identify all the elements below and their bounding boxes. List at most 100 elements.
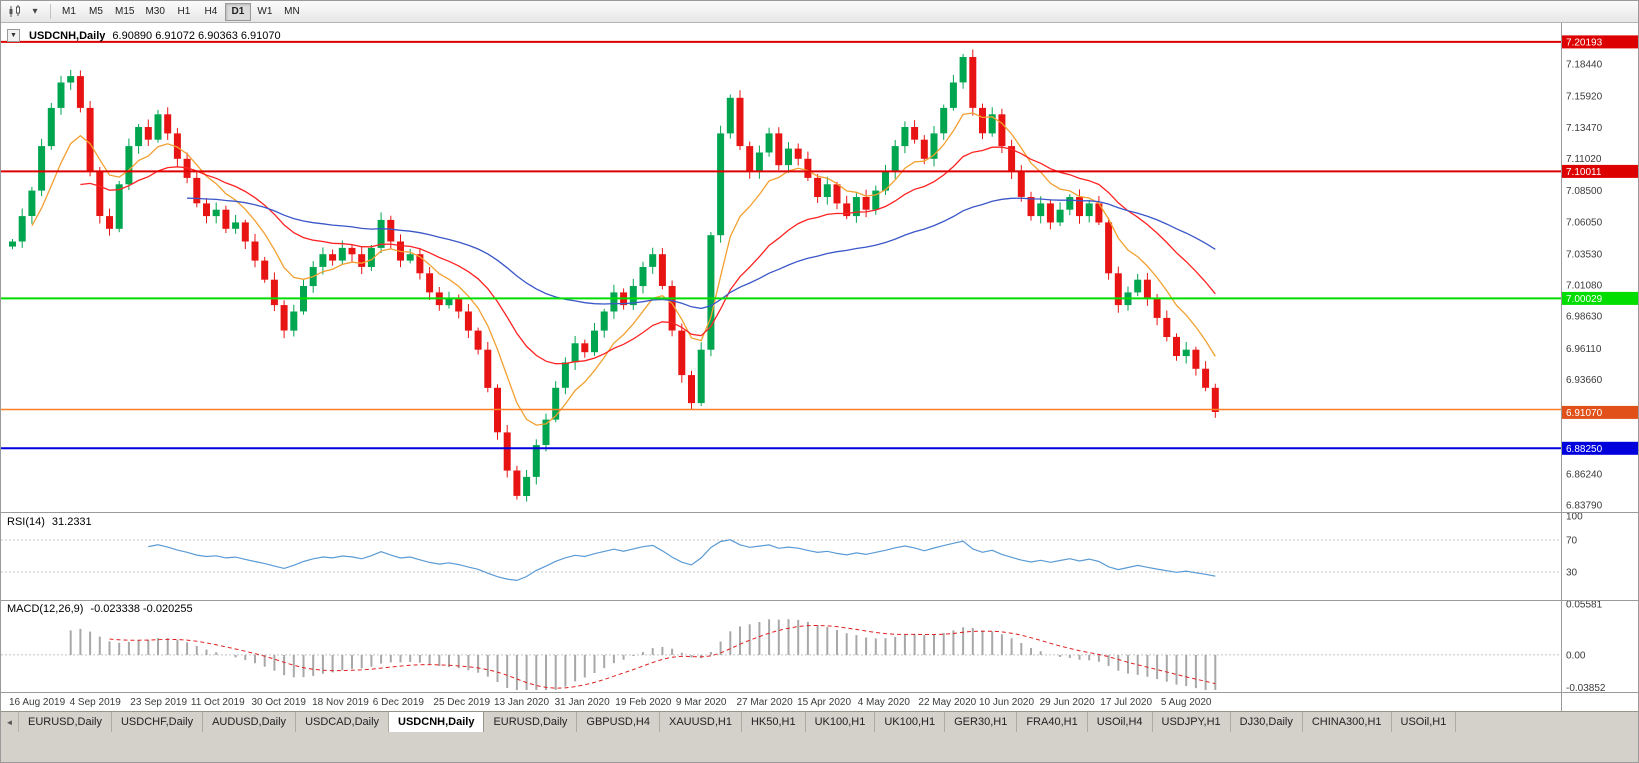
tab-eurusd-daily[interactable]: EURUSD,Daily [19,712,112,732]
svg-text:29 Jun 2020: 29 Jun 2020 [1040,697,1095,708]
svg-text:7.06050: 7.06050 [1566,217,1603,228]
svg-text:17 Jul 2020: 17 Jul 2020 [1100,697,1152,708]
tab-scroll-left-button[interactable]: ◄ [1,712,19,732]
svg-text:7.15920: 7.15920 [1566,92,1603,103]
svg-text:9 Mar 2020: 9 Mar 2020 [676,697,727,708]
svg-text:16 Aug 2019: 16 Aug 2019 [9,697,66,708]
chart-tabbar: ◄ EURUSD,Daily USDCHF,Daily AUDUSD,Daily US… [1,711,1638,732]
timeframe-h1-button[interactable]: H1 [171,3,197,21]
svg-text:11 Oct 2019: 11 Oct 2019 [191,697,245,708]
svg-text:13 Jan 2020: 13 Jan 2020 [494,697,549,708]
svg-text:6.93660: 6.93660 [1566,375,1603,386]
timeframe-m1-button[interactable]: M1 [56,3,82,21]
rsi-pane[interactable] [1,539,1561,582]
moving-average-8-line [31,112,1216,426]
candles-layer [9,49,1219,502]
svg-text:6.98630: 6.98630 [1566,312,1603,323]
toolbar: ▾ M1 M5 M15 M30 H1 H4 D1 W1 MN [1,1,1638,23]
svg-text:100: 100 [1566,512,1583,523]
main-chart-pane[interactable] [1,40,1561,502]
tab-uk100-h1[interactable]: UK100,H1 [875,712,946,732]
tab-audusd-daily[interactable]: AUDUSD,Daily [203,712,297,732]
svg-text:-0.03852: -0.03852 [1566,683,1606,694]
svg-text:23 Sep 2019: 23 Sep 2019 [130,697,187,708]
svg-text:6 Dec 2019: 6 Dec 2019 [373,697,425,708]
svg-text:30 Oct 2019: 30 Oct 2019 [252,697,307,708]
timeframe-d1-button[interactable]: D1 [224,2,251,21]
collapse-chart-icon[interactable]: ▼ [7,29,20,42]
svg-text:7.10011: 7.10011 [1566,167,1602,178]
macd-pane[interactable] [1,619,1561,690]
tab-eurusd-daily[interactable]: EURUSD,Daily [484,712,578,732]
price-badge-7.20193: 7.20193 [1562,35,1638,49]
price-badge-7.00029: 7.00029 [1562,291,1638,305]
svg-text:7.20193: 7.20193 [1566,37,1603,48]
timeframe-buttons: M1 M5 M15 M30 H1 H4 D1 W1 MN [56,2,305,21]
timeframe-m30-button[interactable]: M30 [140,3,169,21]
svg-text:4 Sep 2019: 4 Sep 2019 [70,697,122,708]
svg-text:18 Nov 2019: 18 Nov 2019 [312,697,369,708]
tab-usdcnh-daily[interactable]: USDCNH,Daily [389,712,485,732]
svg-text:7.13470: 7.13470 [1566,123,1603,134]
svg-text:25 Dec 2019: 25 Dec 2019 [433,697,490,708]
tab-usdjpy-h1[interactable]: USDJPY,H1 [1153,712,1231,732]
svg-text:6.91070: 6.91070 [1566,408,1603,419]
moving-average-55-line [187,197,1216,310]
tab-usoil-h4[interactable]: USOil,H4 [1088,712,1153,732]
candlestick-glyph [9,5,20,17]
tab-china300-h1[interactable]: CHINA300,H1 [1303,712,1392,732]
charts-menu-icon[interactable] [5,3,25,21]
tab-dj30-daily[interactable]: DJ30,Daily [1231,712,1303,732]
tab-usdcad-daily[interactable]: USDCAD,Daily [296,712,390,732]
svg-text:22 May 2020: 22 May 2020 [918,697,976,708]
macd-histogram [69,619,1217,690]
svg-text:6.83790: 6.83790 [1566,501,1603,512]
price-axis[interactable]: 7.20193 7.10011 7.00029 6.88250 6.91070 7.184… [1562,35,1639,694]
svg-text:30: 30 [1566,568,1578,579]
chart-area: 7.20193 7.10011 7.00029 6.88250 6.91070 7.184… [1,23,1639,711]
svg-text:19 Feb 2020: 19 Feb 2020 [615,697,672,708]
tab-gbpusd-h4[interactable]: GBPUSD,H4 [577,712,660,732]
timeframe-mn-button[interactable]: MN [279,3,305,21]
svg-text:7.03530: 7.03530 [1566,249,1603,260]
price-badge-6.91070: 6.91070 [1562,405,1638,419]
svg-text:10 Jun 2020: 10 Jun 2020 [979,697,1034,708]
status-bar [1,732,1638,762]
timeframe-m5-button[interactable]: M5 [83,3,109,21]
svg-text:70: 70 [1566,536,1578,547]
moving-average-21-line [80,146,1216,365]
tab-uk100-h1[interactable]: UK100,H1 [806,712,876,732]
svg-text:27 Mar 2020: 27 Mar 2020 [737,697,794,708]
svg-text:0.00: 0.00 [1566,650,1586,661]
tab-hk50-h1[interactable]: HK50,H1 [742,712,806,732]
price-badge-7.10011: 7.10011 [1562,164,1638,178]
svg-text:6.86240: 6.86240 [1566,469,1603,480]
svg-text:15 Apr 2020: 15 Apr 2020 [797,697,851,708]
chart-tabs: EURUSD,Daily USDCHF,Daily AUDUSD,Daily USDC… [19,712,1457,732]
svg-text:7.11020: 7.11020 [1566,154,1602,165]
svg-text:7.08500: 7.08500 [1566,186,1603,197]
svg-text:6.88250: 6.88250 [1566,444,1603,455]
svg-text:4 May 2020: 4 May 2020 [858,697,911,708]
timeframe-h4-button[interactable]: H4 [198,3,224,21]
rsi-line [148,539,1216,582]
price-badge-6.88250: 6.88250 [1562,441,1638,455]
tab-xauusd-h1[interactable]: XAUUSD,H1 [660,712,742,732]
svg-text:7.18440: 7.18440 [1566,60,1603,71]
macd-signal-line [109,624,1216,689]
tab-fra40-h1[interactable]: FRA40,H1 [1017,712,1088,732]
svg-text:0.05581: 0.05581 [1566,600,1603,611]
chevron-down-icon[interactable]: ▾ [32,6,38,17]
timeframe-m15-button[interactable]: M15 [110,3,139,21]
svg-text:31 Jan 2020: 31 Jan 2020 [555,697,610,708]
chart-canvas[interactable]: 7.20193 7.10011 7.00029 6.88250 6.91070 7.184… [1,23,1639,711]
svg-text:7.01080: 7.01080 [1566,281,1603,292]
svg-text:5 Aug 2020: 5 Aug 2020 [1161,697,1212,708]
tab-ger30-h1[interactable]: GER30,H1 [945,712,1018,732]
svg-text:7.00029: 7.00029 [1566,294,1603,305]
time-axis[interactable]: 16 Aug 2019 4 Sep 2019 23 Sep 2019 11 Oct 2… [9,697,1212,708]
tab-usoil-h1[interactable]: USOil,H1 [1392,712,1457,732]
tab-usdchf-daily[interactable]: USDCHF,Daily [112,712,204,732]
timeframe-w1-button[interactable]: W1 [252,3,278,21]
